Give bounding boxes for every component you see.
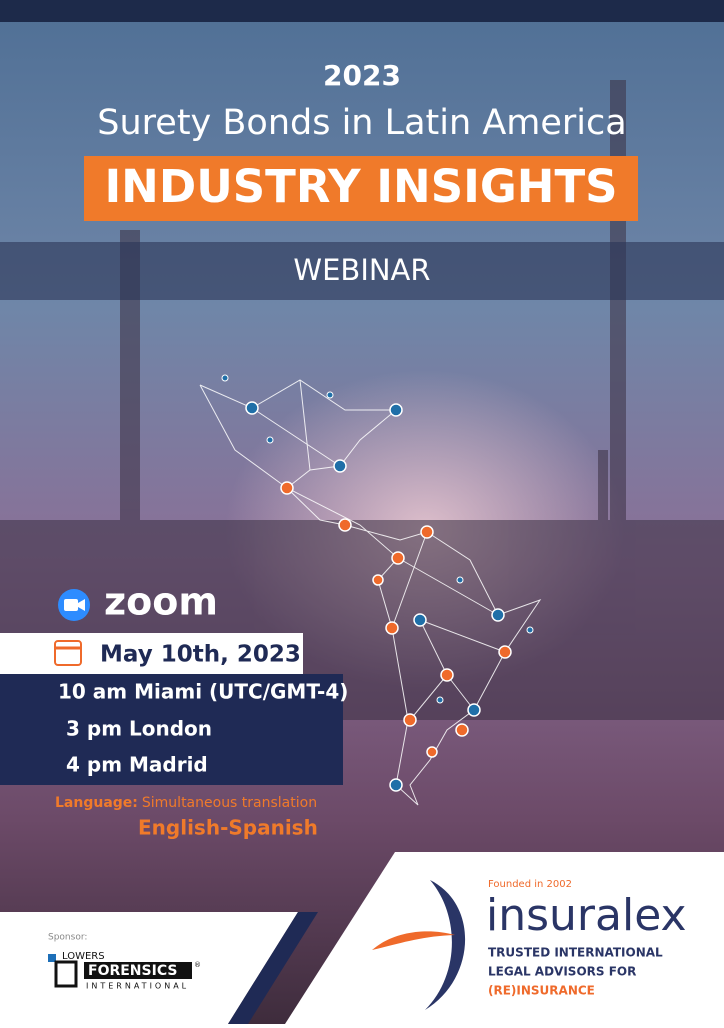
- time: 4 pm Madrid: [66, 753, 208, 777]
- organizer-swoosh: [425, 880, 466, 1010]
- sponsor-logo-main: FORENSICS: [88, 963, 177, 979]
- webinar-band: [0, 242, 724, 300]
- time: 3 pm London: [66, 717, 212, 741]
- sponsor-logo-square: [48, 954, 56, 962]
- organizer-name: insuralex: [486, 890, 687, 941]
- organizer-swoosh-accent: [372, 931, 455, 950]
- sponsor-logo-bottom: INTERNATIONAL: [86, 982, 189, 991]
- year: 2023: [323, 59, 401, 92]
- language-line: Language: Simultaneous translation: [55, 795, 317, 811]
- title: Surety Bonds in Latin America: [97, 103, 626, 143]
- platform: zoom: [104, 580, 218, 624]
- organizer-panel: [285, 852, 724, 1024]
- divider-stripe: [228, 912, 318, 1024]
- tagline: TRUSTED INTERNATIONAL: [488, 946, 663, 960]
- times-box: [0, 674, 343, 785]
- calendar-icon: [54, 640, 82, 666]
- sponsor-label: Sponsor:: [48, 933, 87, 943]
- top-bar: [0, 0, 724, 22]
- banner-box: [84, 156, 638, 221]
- date-box: [0, 633, 303, 674]
- sponsor-logo-mark: ®: [194, 961, 201, 969]
- language-pair: English-Spanish: [138, 816, 318, 840]
- date: May 10th, 2023: [100, 642, 301, 668]
- tagline: LEGAL ADVISORS FOR: [488, 965, 636, 979]
- sponsor-logo-top: LOWERS: [62, 951, 105, 962]
- sponsor-logo-bar: [84, 962, 192, 979]
- sponsor-logo-frame: [54, 960, 78, 988]
- language-text: Simultaneous translation: [142, 795, 317, 811]
- format: WEBINAR: [293, 253, 430, 287]
- banner: INDUSTRY INSIGHTS: [104, 160, 617, 213]
- founded: Founded in 2002: [488, 879, 572, 890]
- language-label: Language:: [55, 795, 138, 811]
- zoom-icon-camera: [64, 599, 78, 611]
- time: 10 am Miami (UTC/GMT-4): [58, 680, 348, 704]
- map-nodes: [221, 374, 534, 792]
- zoom-icon-lens: [78, 599, 85, 611]
- tagline: (RE)INSURANCE: [488, 984, 595, 998]
